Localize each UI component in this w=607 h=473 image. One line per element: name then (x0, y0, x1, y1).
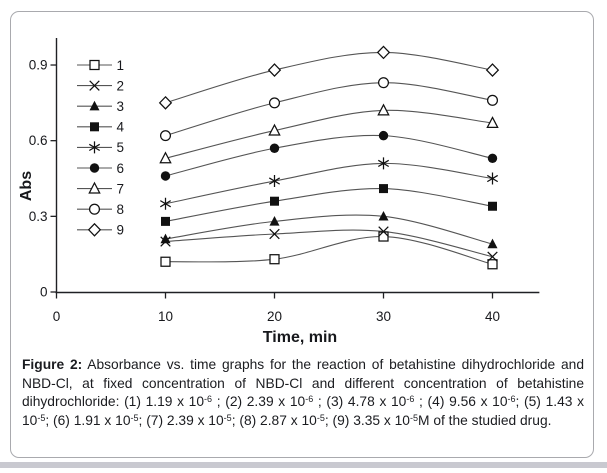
series-line-1 (165, 235, 493, 265)
caption-segment: Figure 2: (22, 357, 83, 372)
marker-asterisk-icon (159, 197, 172, 210)
legend-item: 8 (77, 202, 124, 217)
caption-segment: -6 (406, 394, 415, 405)
marker-triangle-filled-icon (487, 238, 498, 249)
legend-label: 4 (117, 120, 125, 135)
legend-marker-square-open-icon (89, 59, 100, 71)
x-tick-label: 0 (53, 309, 61, 324)
marker-triangle-filled-icon (378, 210, 389, 221)
marker-circle-open-icon (159, 130, 172, 142)
y-tick-label: 0.6 (29, 133, 48, 148)
x-tick-label: 40 (485, 309, 500, 324)
legend-label: 7 (117, 181, 125, 196)
legend-item: 5 (77, 140, 124, 155)
caption-segment: -5 (130, 413, 139, 424)
legend-marker-circle-filled-icon (89, 163, 100, 173)
series-line-6 (165, 134, 493, 177)
legend-item: 2 (77, 78, 124, 93)
marker-circle-open-icon (268, 97, 281, 109)
legend-label: 2 (117, 78, 125, 93)
series-line-3 (165, 214, 493, 245)
x-tick-label: 20 (267, 309, 282, 324)
legend-label: 6 (117, 161, 125, 176)
marker-circle-filled-icon (269, 143, 280, 153)
series-line-9 (165, 51, 493, 104)
marker-circle-filled-icon (378, 130, 389, 141)
x-tick-label: 10 (158, 309, 173, 324)
marker-triangle-open-icon (377, 103, 390, 116)
legend-label: 9 (117, 223, 125, 238)
marker-x-icon (269, 228, 280, 240)
marker-diamond-open-icon (267, 63, 282, 77)
marker-circle-filled-icon (487, 153, 498, 164)
marker-square-open-icon (160, 256, 171, 267)
marker-diamond-open-icon (158, 95, 173, 110)
legend-item: 4 (77, 120, 125, 135)
marker-square-open-icon (269, 254, 280, 265)
legend-item: 6 (77, 161, 124, 176)
marker-diamond-open-icon (485, 63, 500, 77)
y-tick-label: 0.3 (29, 209, 48, 224)
legend-item: 1 (77, 58, 124, 73)
marker-square-filled-icon (379, 184, 388, 194)
marker-triangle-open-icon (268, 123, 281, 136)
y-axis-title: Abs (18, 171, 35, 201)
caption-segment: -5 (223, 413, 232, 424)
caption-segment: -6 (204, 394, 213, 405)
absorbance-time-chart: 0 0.3 0.6 0.9 0 10 20 30 40 Abs Time, min 1 2 3 4 5 6 7 8 9 (18, 38, 540, 346)
y-tick-label: 0 (40, 285, 48, 300)
marker-triangle-filled-icon (269, 215, 280, 226)
x-tick-label: 30 (376, 309, 391, 324)
legend-marker-diamond-open-icon (87, 222, 102, 237)
marker-triangle-filled-icon (160, 233, 171, 244)
series-line-8 (165, 82, 493, 137)
legend-marker-asterisk-icon (88, 141, 101, 154)
marker-triangle-open-icon (159, 151, 172, 164)
marker-asterisk-icon (486, 172, 499, 185)
x-axis-title: Time, min (263, 329, 337, 346)
marker-circle-open-icon (486, 94, 499, 106)
marker-circle-filled-icon (160, 171, 171, 181)
legend-marker-circle-open-icon (88, 203, 101, 215)
caption-segment: -6 (507, 394, 516, 405)
marker-circle-open-icon (377, 77, 390, 89)
marker-square-open-icon (378, 231, 389, 242)
marker-x-icon (487, 251, 498, 262)
caption-segment: -6 (305, 394, 314, 405)
legend-label: 1 (117, 58, 125, 73)
figure-caption: Figure 2: Absorbance vs. time graphs for… (22, 357, 584, 429)
marker-square-filled-icon (488, 201, 497, 211)
y-tick-label: 0.9 (29, 58, 48, 73)
legend-marker-square-filled-icon (90, 122, 99, 132)
marker-square-filled-icon (161, 216, 170, 226)
legend-marker-x-icon (89, 80, 100, 91)
marker-diamond-open-icon (376, 45, 391, 60)
series-line-5 (165, 162, 493, 205)
legend-marker-triangle-open-icon (88, 181, 101, 194)
legend: 1 2 3 4 5 6 7 8 9 (77, 58, 125, 238)
legend-label: 8 (117, 202, 125, 217)
series-line-2 (165, 229, 493, 258)
chart-svg: 0 0.3 0.6 0.9 0 10 20 30 40 Abs Time, min 1 2 3 4 5 6 7 8 9 (18, 38, 540, 346)
legend-marker-triangle-filled-icon (89, 100, 100, 111)
series-line-7 (165, 109, 493, 159)
marker-x-icon (378, 226, 389, 237)
page-divider (0, 462, 607, 468)
marker-square-filled-icon (270, 196, 279, 206)
caption-segment: -5 (316, 413, 325, 424)
marker-triangle-open-icon (486, 116, 499, 129)
legend-label: 5 (117, 140, 125, 155)
caption-segment: -5 (409, 413, 418, 424)
marker-asterisk-icon (268, 175, 281, 188)
marker-square-open-icon (487, 259, 498, 270)
caption-segment: -5 (37, 413, 46, 424)
legend-item: 9 (77, 223, 124, 238)
figure-border (10, 11, 594, 458)
series-line-4 (165, 188, 493, 222)
legend-item: 3 (77, 99, 124, 114)
legend-item: 7 (77, 181, 124, 196)
legend-label: 3 (117, 99, 125, 114)
marker-asterisk-icon (377, 157, 390, 170)
